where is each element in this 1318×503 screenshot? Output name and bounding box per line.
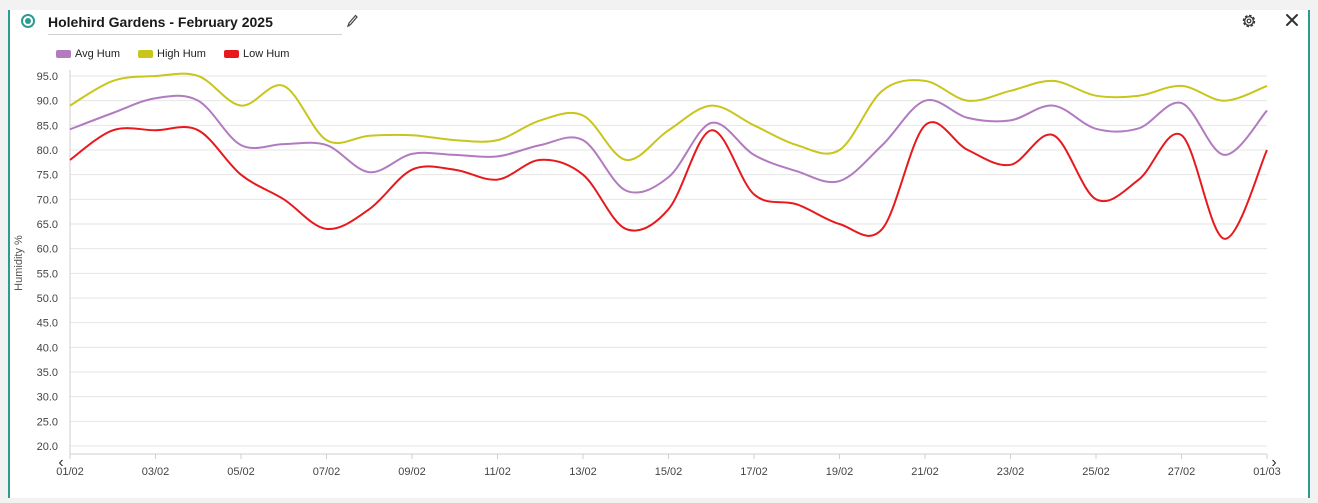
y-tick-label-5: 70.0 xyxy=(37,194,58,206)
y-tick-label-4: 75.0 xyxy=(37,170,58,182)
legend-item-low-hum[interactable]: Low Hum xyxy=(223,46,290,62)
x-tick-label-0: 01/02 xyxy=(56,466,84,478)
panel-header: Holehird Gardens - February 2025 xyxy=(10,10,1308,40)
y-tick-label-8: 55.0 xyxy=(37,268,58,280)
x-tick-label-3: 07/02 xyxy=(313,466,341,478)
y-tick-label-13: 30.0 xyxy=(37,392,58,404)
x-tick-label-13: 27/02 xyxy=(1168,466,1196,478)
legend-label: Avg Hum xyxy=(75,48,121,60)
legend-swatch xyxy=(138,50,154,58)
chevron-right-icon[interactable]: › xyxy=(1271,454,1277,471)
legend-swatch xyxy=(56,50,71,58)
x-tick-label-6: 13/02 xyxy=(569,466,597,478)
series-line-high-hum xyxy=(69,72,1268,161)
x-tick-label-14: 01/03 xyxy=(1253,466,1281,478)
legend-item-high-hum[interactable]: High Hum xyxy=(138,46,206,62)
chart-panel: Holehird Gardens - February 2025 Avg Hum… xyxy=(8,10,1310,498)
y-tick-label-7: 60.0 xyxy=(37,244,58,256)
y-tick-label-14: 25.0 xyxy=(37,416,58,428)
close-icon[interactable] xyxy=(1284,12,1300,28)
x-tick-label-10: 21/02 xyxy=(911,466,939,478)
x-tick-label-7: 15/02 xyxy=(655,466,683,478)
y-tick-label-6: 65.0 xyxy=(37,219,58,231)
chevron-left-icon[interactable]: ‹ xyxy=(58,454,64,471)
y-tick-label-2: 85.0 xyxy=(37,120,58,132)
y-tick-label-0: 95.0 xyxy=(37,71,58,83)
x-tick-label-5: 11/02 xyxy=(484,466,511,478)
x-tick-label-11: 23/02 xyxy=(997,466,1025,478)
chart-legend: Avg Hum High Hum Low Hum xyxy=(56,46,307,62)
gear-icon[interactable] xyxy=(1240,12,1258,30)
page-title: Holehird Gardens - February 2025 xyxy=(48,14,342,35)
y-tick-label-12: 35.0 xyxy=(37,367,58,379)
series-line-low-hum xyxy=(69,121,1268,240)
legend-label: Low Hum xyxy=(242,48,290,60)
y-tick-label-15: 20.0 xyxy=(37,441,58,453)
status-dot-icon[interactable] xyxy=(21,14,35,28)
y-tick-label-11: 40.0 xyxy=(37,342,58,354)
pencil-icon[interactable] xyxy=(345,13,359,29)
humidity-chart: 95.0 90.0 85.0 80.0 75.0 70.0 65.0 60.0 55.0 50.0… xyxy=(13,70,1281,478)
y-axis-title: Humidity % xyxy=(13,235,25,291)
x-tick-label-8: 17/02 xyxy=(740,466,768,478)
y-tick-label-1: 90.0 xyxy=(37,96,58,108)
y-tick-label-10: 45.0 xyxy=(37,318,58,330)
x-tick-label-4: 09/02 xyxy=(398,466,426,478)
series-line-avg-hum xyxy=(69,94,1268,194)
x-tick-label-12: 25/02 xyxy=(1082,466,1110,478)
y-tick-label-3: 80.0 xyxy=(37,145,58,157)
x-tick-label-1: 03/02 xyxy=(142,466,170,478)
x-tick-label-9: 19/02 xyxy=(826,466,854,478)
x-tick-label-2: 05/02 xyxy=(227,466,255,478)
y-tick-label-9: 50.0 xyxy=(37,293,58,305)
legend-swatch xyxy=(223,50,239,58)
legend-item-avg-hum[interactable]: Avg Hum xyxy=(56,46,120,62)
legend-label: High Hum xyxy=(157,48,206,60)
